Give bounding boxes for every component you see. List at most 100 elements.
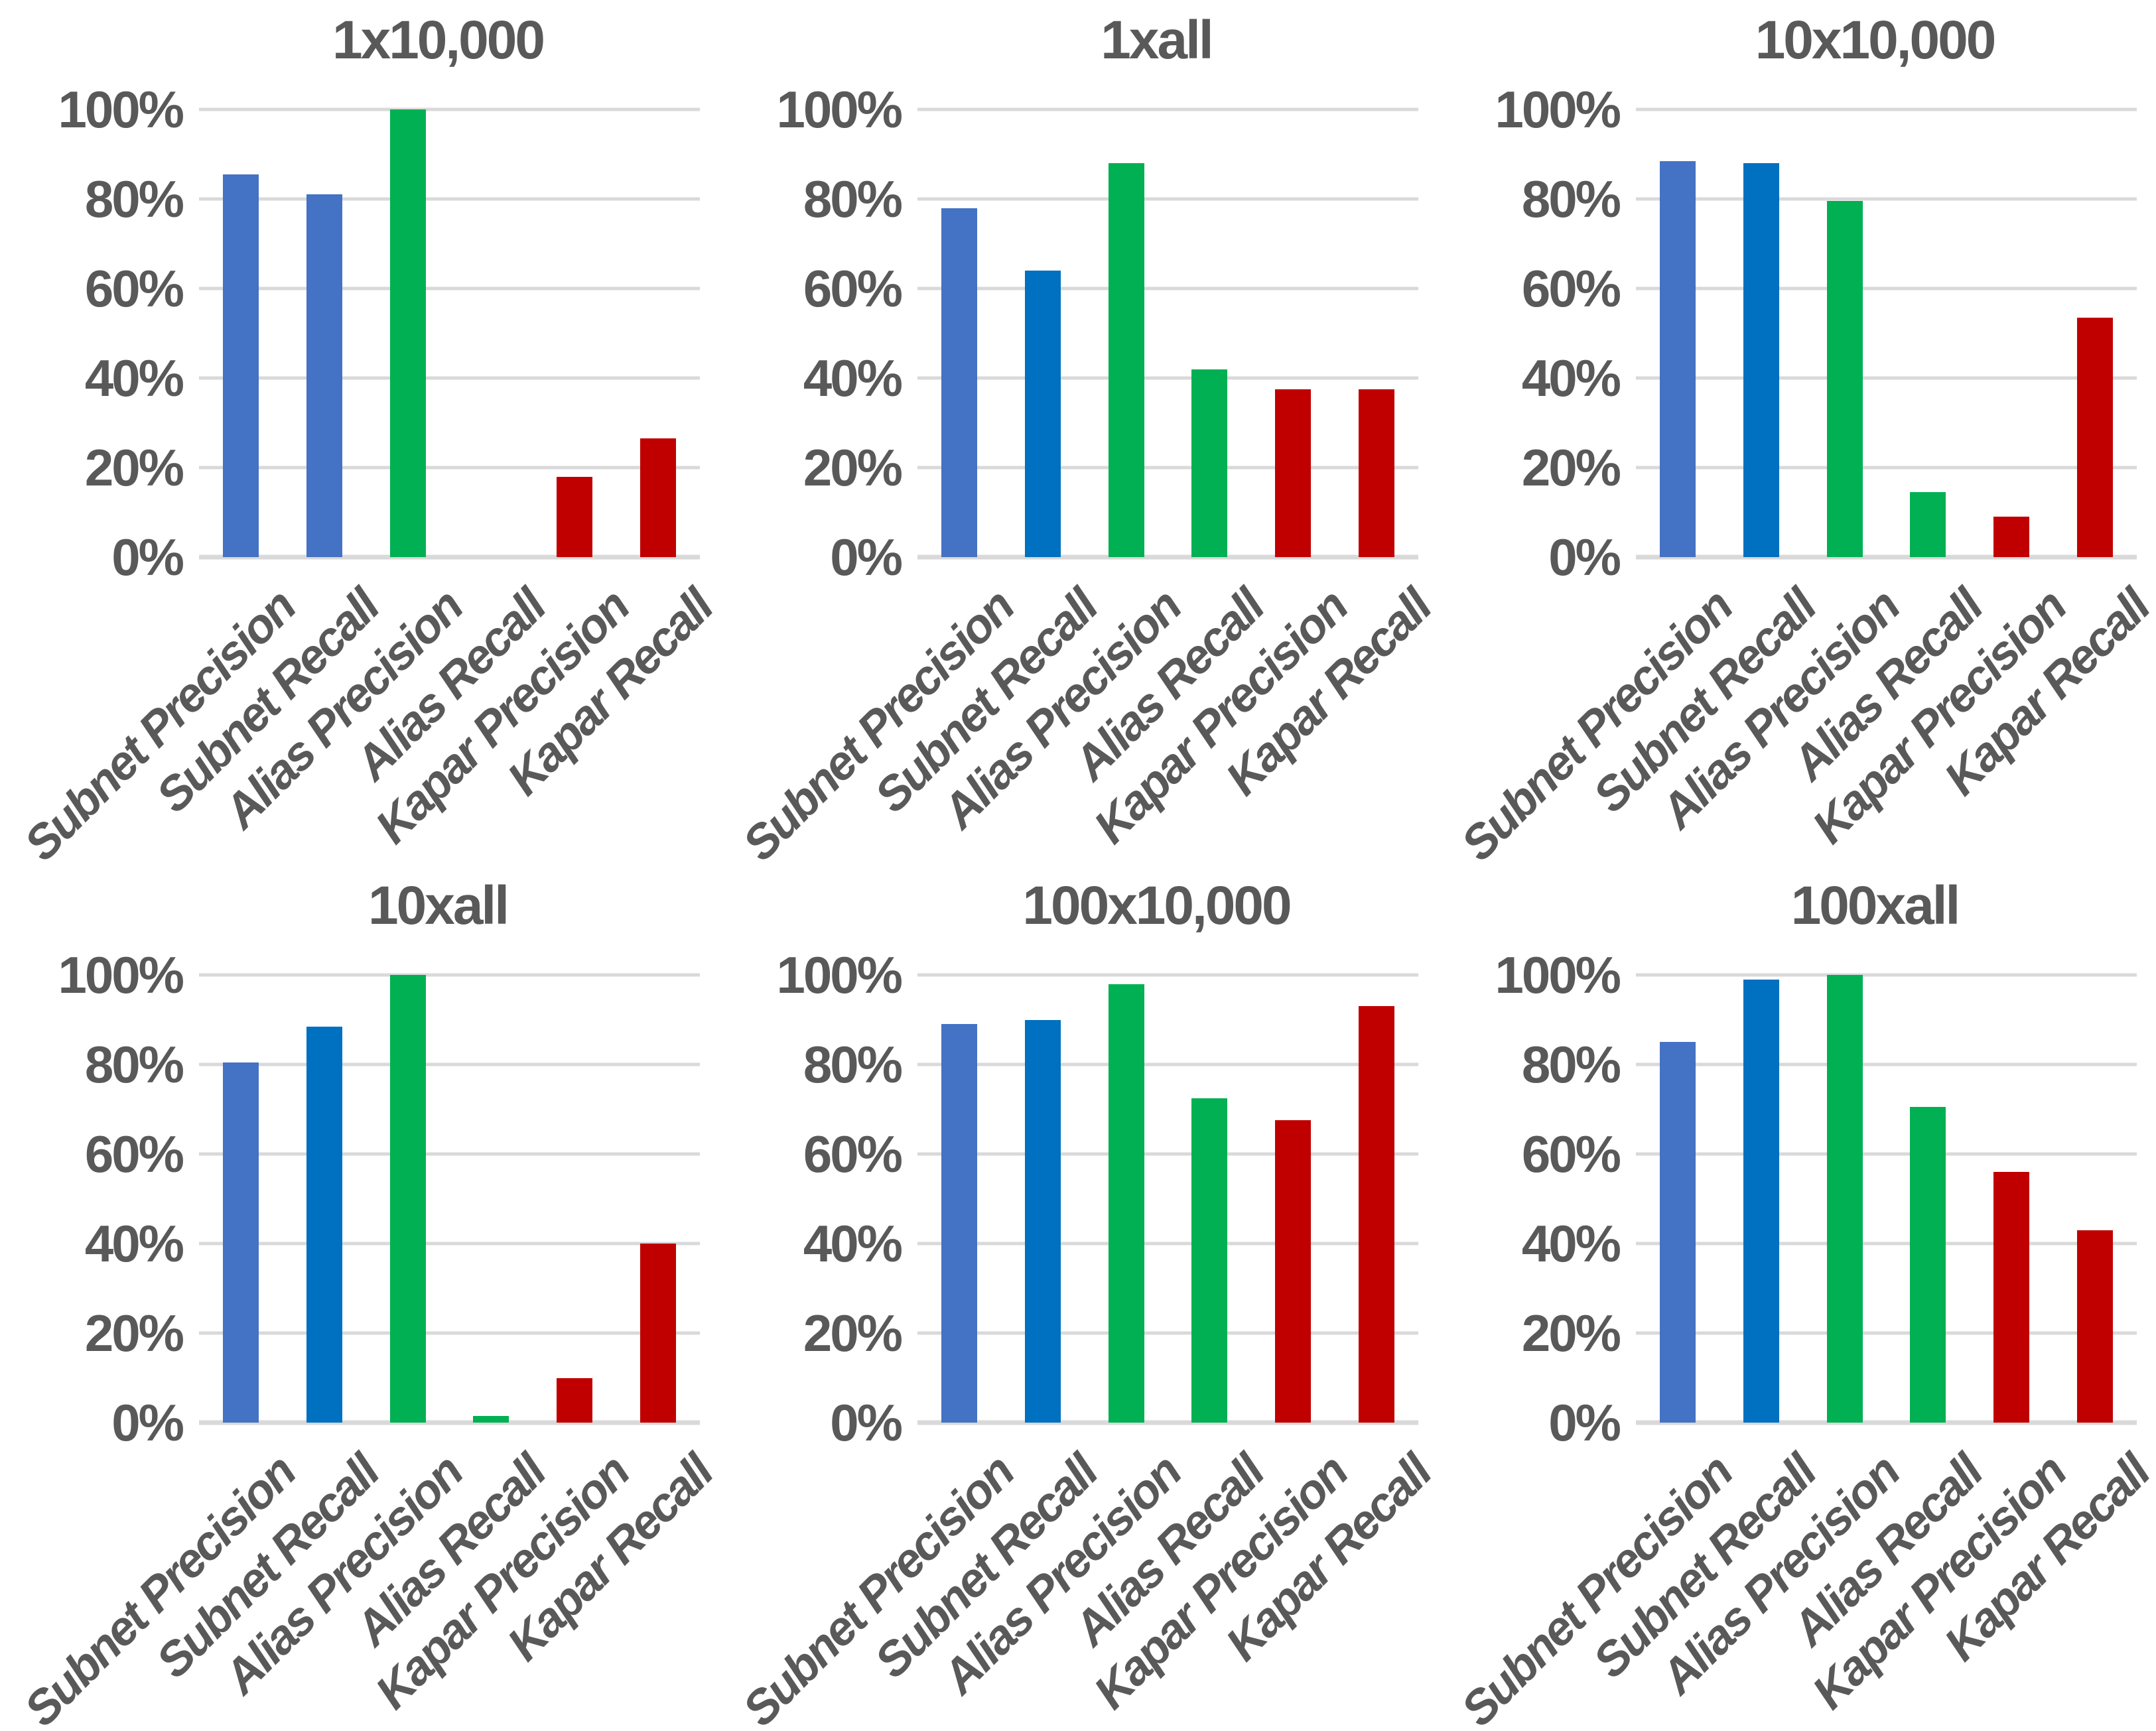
chart-title: 10x10,000 <box>1755 10 1997 70</box>
gridline <box>917 107 1418 111</box>
bar-alias-precision <box>1108 984 1144 1423</box>
x-axis-baseline <box>1636 554 2137 560</box>
bar-subnet-recall <box>1743 979 1779 1423</box>
chart-title: 1x10,000 <box>332 10 545 70</box>
x-axis-baseline <box>1636 1420 2137 1425</box>
gridline <box>1636 1242 2137 1246</box>
bar-alias-recall <box>473 1415 509 1423</box>
chart-cell-10xall: 10xall 100% 80% 60% 40% 20% 0% Subnet Precision… <box>0 865 723 1731</box>
chart-cell-100xall: 100xall 100% 80% 60% 40% 20% 0% Subnet Precisio… <box>1437 865 2156 1731</box>
gridline <box>1636 197 2137 201</box>
bar-kapar-precision <box>1275 389 1312 557</box>
y-axis-tick-label: 80% <box>1521 1035 1621 1094</box>
y-axis-tick-label: 100% <box>58 946 185 1004</box>
plot-area <box>199 973 700 1425</box>
y-axis-tick-label: 40% <box>84 1214 184 1273</box>
y-axis-tick-label: 0% <box>830 1393 903 1452</box>
bar-subnet-recall <box>1024 271 1061 557</box>
bar-alias-precision <box>389 109 426 557</box>
bar-alias-precision <box>1826 201 1863 557</box>
x-axis-labels: Subnet Precision Subnet Recall Alias Preci… <box>733 1423 1442 1731</box>
gridline <box>917 1152 1418 1156</box>
bar-kapar-precision <box>1275 1120 1312 1423</box>
gridline <box>917 287 1418 290</box>
gridline <box>1636 287 2137 290</box>
y-axis-tick-label: 40% <box>803 349 903 407</box>
x-axis-baseline <box>917 554 1418 560</box>
y-axis-tick-label: 60% <box>803 259 903 318</box>
y-axis-tick-label: 0% <box>1548 1393 1621 1452</box>
bar-subnet-precision <box>941 208 977 557</box>
x-axis-labels: Subnet Precision Subnet Recall Alias Preci… <box>1451 1423 2156 1731</box>
bar-alias-recall <box>1910 1107 1946 1423</box>
gridline <box>1636 1331 2137 1335</box>
chart-cell-10x10-000: 10x10,000 100% 80% 60% 40% 20% 0% Subnet Precis… <box>1437 0 2156 871</box>
y-axis-tick-label: 80% <box>803 1035 903 1094</box>
bar-subnet-precision <box>1659 160 1696 557</box>
bar-kapar-precision <box>1993 517 2030 557</box>
chart-title: 10xall <box>368 875 509 936</box>
gridline <box>199 973 700 977</box>
gridline <box>199 287 700 290</box>
y-axis-tick-label: 0% <box>830 528 903 586</box>
y-axis-tick-label: 20% <box>803 1304 903 1362</box>
y-axis-tick-label: 80% <box>803 170 903 228</box>
gridline <box>1636 973 2137 977</box>
plot-area <box>917 107 1418 560</box>
bar-alias-precision <box>1108 163 1144 557</box>
gridline <box>199 376 700 380</box>
gridline <box>917 197 1418 201</box>
gridline <box>199 466 700 470</box>
plot-area <box>1636 973 2137 1425</box>
bar-kapar-recall <box>1359 389 1395 557</box>
y-axis-tick-label: 100% <box>58 80 185 139</box>
gridline <box>917 1062 1418 1066</box>
bar-alias-precision <box>389 975 426 1423</box>
chart-title: 100xall <box>1790 875 1961 936</box>
bar-kapar-precision <box>557 476 593 557</box>
y-axis-tick-label: 60% <box>84 259 184 318</box>
gridline <box>917 466 1418 470</box>
gridline <box>199 197 700 201</box>
y-axis-tick-label: 100% <box>1495 946 1622 1004</box>
chart-cell-1xall: 1xall 100% 80% 60% 40% 20% 0% Subnet Precision S… <box>718 0 1442 871</box>
x-axis-baseline <box>199 554 700 560</box>
bar-kapar-recall <box>640 438 677 557</box>
bar-alias-recall <box>1191 369 1228 557</box>
bar-kapar-precision <box>557 1378 593 1423</box>
y-axis-tick-label: 20% <box>84 1304 184 1362</box>
bar-subnet-recall <box>306 194 342 557</box>
bar-kapar-precision <box>1993 1172 2030 1423</box>
y-axis-tick-label: 20% <box>1521 438 1621 497</box>
y-axis-tick-label: 0% <box>111 1393 184 1452</box>
bar-kapar-recall <box>2077 317 2114 557</box>
bar-subnet-precision <box>222 174 259 557</box>
chart-cell-100x10-000: 100x10,000 100% 80% 60% 40% 20% 0% Subnet Preci… <box>718 865 1442 1731</box>
bar-alias-recall <box>1191 1098 1228 1423</box>
y-axis-tick-label: 40% <box>1521 349 1621 407</box>
gridline <box>199 1242 700 1246</box>
gridline <box>199 107 700 111</box>
y-axis-tick-label: 0% <box>1548 528 1621 586</box>
y-axis-tick-label: 80% <box>84 1035 184 1094</box>
y-axis-tick-label: 20% <box>803 438 903 497</box>
y-axis-tick-label: 80% <box>84 170 184 228</box>
gridline <box>1636 107 2137 111</box>
y-axis-tick-label: 20% <box>84 438 184 497</box>
y-axis-tick-label: 60% <box>803 1125 903 1183</box>
y-axis-tick-label: 100% <box>1495 80 1622 139</box>
bar-alias-precision <box>1826 975 1863 1423</box>
bar-kapar-recall <box>1359 1006 1395 1423</box>
gridline <box>1636 376 2137 380</box>
x-axis-baseline <box>199 1420 700 1425</box>
bar-alias-recall <box>1910 492 1946 557</box>
bar-kapar-recall <box>2077 1230 2114 1423</box>
y-axis-tick-label: 40% <box>1521 1214 1621 1273</box>
x-axis-labels: Subnet Precision Subnet Recall Alias Preci… <box>15 557 723 871</box>
x-axis-baseline <box>917 1420 1418 1425</box>
chart-title: 100x10,000 <box>1022 875 1292 936</box>
gridline <box>199 1152 700 1156</box>
y-axis-tick-label: 100% <box>776 946 904 1004</box>
